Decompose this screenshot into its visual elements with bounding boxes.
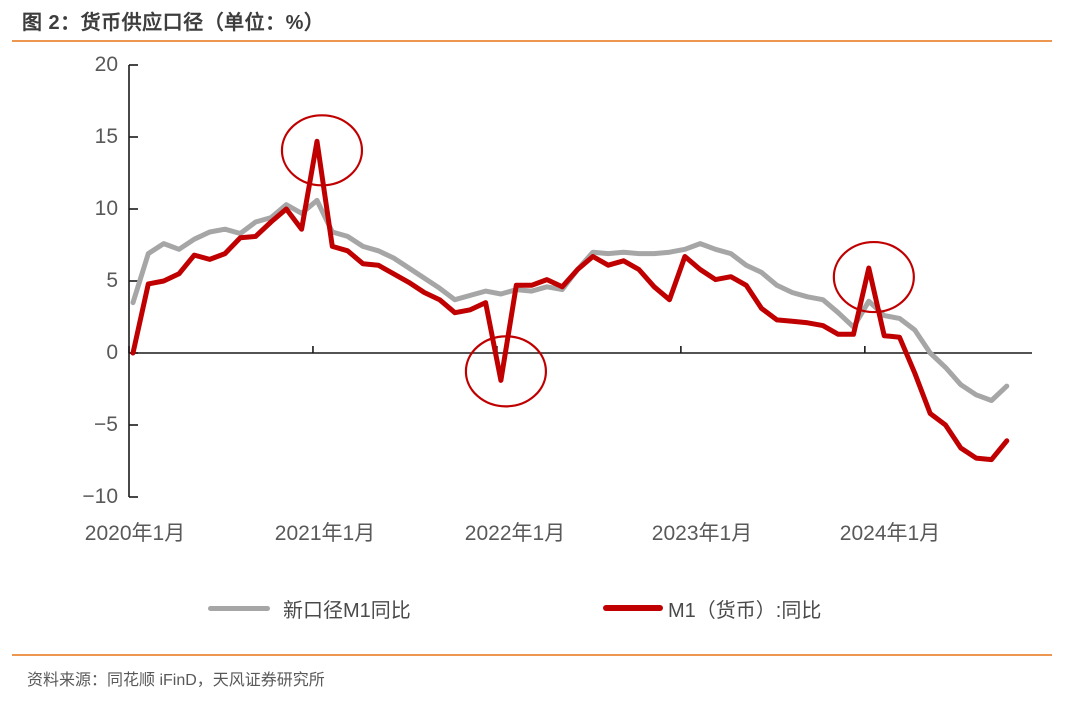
x-axis-label: 2024年1月: [839, 522, 941, 545]
x-axis-label: 2021年1月: [274, 522, 376, 545]
y-axis-label: 20: [94, 53, 118, 76]
chart-canvas: [128, 64, 1032, 498]
annotation-circle: [280, 114, 364, 187]
annotation-circle: [832, 240, 915, 314]
figure-title: 图 2：货币供应口径（单位：%）: [22, 12, 325, 34]
legend-swatch-gray-line: [208, 605, 270, 611]
y-axis-label: −5: [94, 413, 118, 436]
y-axis-label: 0: [106, 341, 118, 364]
y-axis-label: 10: [94, 197, 118, 220]
y-axis-label: −10: [82, 485, 118, 508]
legend-label: M1（货币）:同比: [668, 599, 822, 622]
legend-label: 新口径M1同比: [283, 599, 411, 622]
x-axis-label: 2020年1月: [84, 522, 186, 545]
series-line-m1-currency: [130, 138, 1010, 463]
y-axis-label: 15: [94, 125, 118, 148]
y-axis-label: 5: [106, 269, 118, 292]
legend-swatch-red-line: [603, 605, 663, 611]
x-axis-label: 2023年1月: [651, 522, 753, 545]
top-divider: [12, 40, 1052, 42]
bottom-divider: [12, 654, 1052, 656]
legend-item-new-m1: 新口径M1同比: [208, 596, 411, 622]
annotation-circle: [464, 335, 548, 408]
source-note: 资料来源：同花顺 iFinD，天风证券研究所: [27, 672, 325, 689]
x-axis-label: 2022年1月: [464, 522, 566, 545]
legend-item-m1-currency: M1（货币）:同比: [603, 596, 822, 622]
